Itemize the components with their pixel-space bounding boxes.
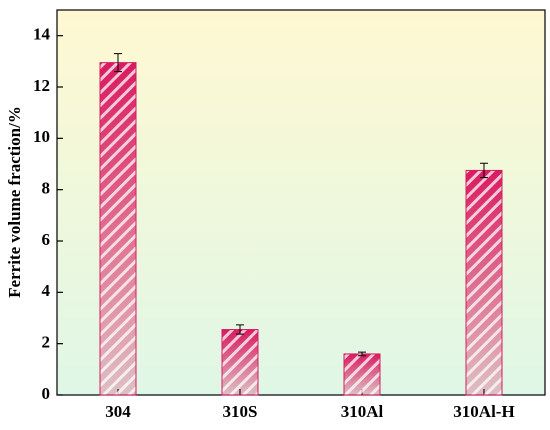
x-tick-label: 310S bbox=[223, 402, 258, 421]
y-axis-label: Ferrite volume fraction/% bbox=[5, 106, 24, 298]
y-tick-label: 12 bbox=[33, 76, 50, 95]
x-tick-label: 310Al bbox=[341, 402, 384, 421]
bar-hatch bbox=[466, 170, 502, 395]
y-tick-label: 4 bbox=[42, 281, 51, 300]
y-tick-label: 8 bbox=[42, 179, 51, 198]
bar-hatch bbox=[100, 63, 136, 395]
bar-hatch bbox=[344, 354, 380, 395]
error-bar bbox=[480, 162, 488, 179]
y-tick-label: 6 bbox=[42, 230, 51, 249]
error-bar bbox=[358, 351, 366, 357]
y-tick-label: 10 bbox=[33, 127, 50, 146]
y-tick-label: 14 bbox=[33, 25, 51, 44]
x-tick-label: 310Al-H bbox=[453, 402, 514, 421]
y-tick-label: 2 bbox=[42, 333, 51, 352]
error-bar bbox=[236, 324, 244, 335]
error-bar bbox=[114, 53, 122, 73]
x-tick-label: 304 bbox=[105, 402, 131, 421]
y-tick-label: 0 bbox=[42, 384, 51, 403]
plot-area bbox=[56, 9, 546, 396]
bar-hatch bbox=[222, 330, 258, 395]
